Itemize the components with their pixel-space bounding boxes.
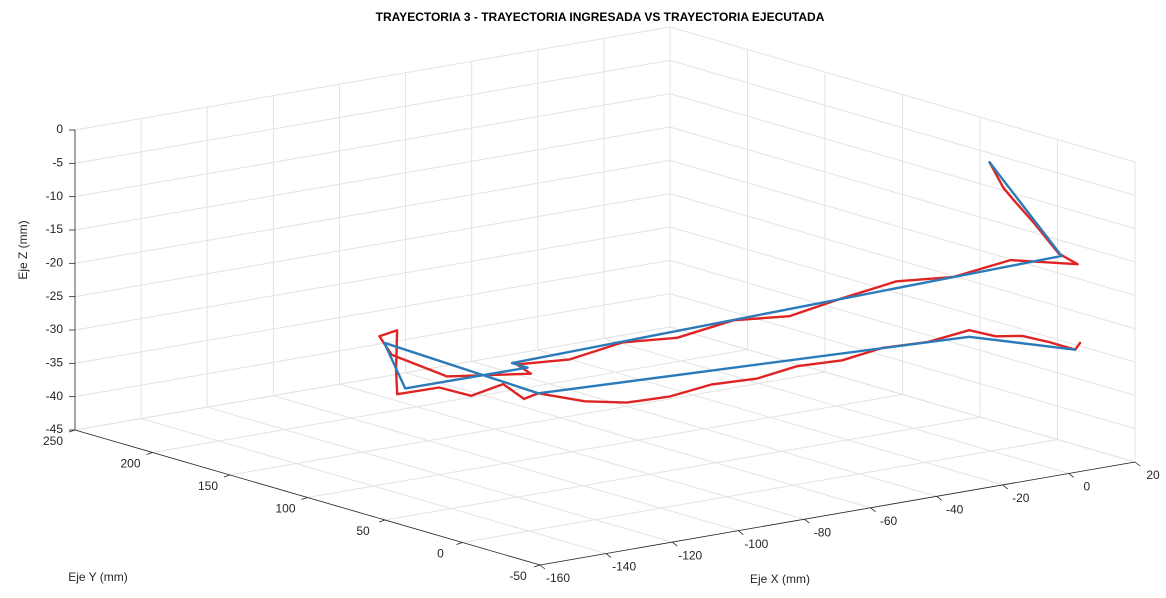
y-tick — [301, 497, 308, 500]
z-tick-label: -25 — [46, 289, 64, 303]
x-tick-label: -40 — [946, 503, 964, 517]
z-tick-label: 0 — [56, 122, 63, 136]
z-tick-label: -20 — [46, 256, 64, 270]
x-axis-label: Eje X (mm) — [750, 572, 810, 586]
x-axis-line — [539, 461, 1136, 566]
y-tick-label: 200 — [120, 457, 140, 471]
x-tick-label: -160 — [546, 571, 570, 585]
x-tick-label: -120 — [678, 548, 702, 562]
x-tick — [1068, 473, 1075, 478]
grid-line — [307, 394, 903, 498]
grid-line — [74, 226, 671, 331]
x-tick — [605, 553, 612, 558]
y-tick-label: -50 — [509, 569, 527, 583]
grid-line — [74, 126, 671, 231]
z-tick-label: -15 — [46, 222, 64, 236]
grid-line — [74, 26, 671, 131]
z-tick-label: -30 — [46, 322, 64, 336]
x-tick — [870, 507, 876, 513]
z-tick-label: -10 — [46, 189, 64, 203]
grid-line — [669, 326, 1136, 463]
grid-line — [74, 326, 671, 431]
x-tick-label: -80 — [814, 525, 832, 539]
z-tick-label: -45 — [46, 422, 64, 436]
x-tick-label: -140 — [612, 560, 636, 574]
y-axis-label: Eje Y (mm) — [68, 570, 128, 584]
grid-line — [669, 59, 1136, 196]
grid-line — [229, 371, 826, 476]
x-tick — [738, 530, 744, 535]
y-tick-label: 150 — [198, 479, 218, 493]
y-tick — [146, 452, 153, 455]
grid-line — [384, 416, 981, 521]
y-tick — [378, 519, 386, 523]
trajectory-line — [383, 161, 1077, 395]
grid-line — [74, 59, 671, 164]
y-tick-label: 100 — [275, 502, 295, 516]
x-tick-label: -60 — [880, 514, 898, 528]
grid-line — [74, 159, 671, 264]
y-tick-label: 0 — [437, 547, 444, 561]
x-tick — [1134, 461, 1141, 467]
grid-line — [74, 93, 671, 198]
grid-line — [669, 26, 1136, 163]
y-tick — [223, 474, 231, 478]
data-layer — [378, 161, 1082, 404]
grid-line — [669, 226, 1136, 363]
grid-line — [462, 439, 1058, 543]
x-tick — [804, 518, 810, 524]
z-tick-label: -40 — [46, 389, 64, 403]
x-tick — [671, 541, 678, 547]
grid-line — [669, 259, 1136, 396]
x-tick-label: 20 — [1146, 468, 1160, 482]
x-tick — [539, 564, 546, 570]
x-tick-label: -20 — [1012, 491, 1030, 505]
label-layer: -160-140-120-100-80-60-40-20020-50050100… — [43, 122, 1160, 585]
grid-line — [669, 159, 1136, 296]
y-tick — [456, 542, 463, 545]
grid-line — [74, 193, 671, 298]
x-tick-label: -100 — [744, 537, 768, 551]
y-tick-label: 50 — [356, 524, 370, 538]
z-tick-label: -35 — [46, 356, 64, 370]
grid-line — [669, 126, 1136, 263]
z-axis-label: Eje Z (mm) — [16, 220, 30, 279]
x-tick — [1002, 484, 1009, 490]
x-tick-label: 0 — [1084, 480, 1091, 494]
chart-title: TRAYECTORIA 3 - TRAYECTORIA INGRESADA VS… — [376, 10, 825, 24]
grid-line — [152, 349, 748, 453]
grid-line — [74, 259, 671, 364]
z-tick-label: -5 — [52, 156, 63, 170]
grid-line — [669, 93, 1136, 230]
y-tick-label: 250 — [43, 434, 63, 448]
grid-line — [669, 193, 1136, 330]
x-tick — [936, 496, 942, 501]
grid-line — [74, 293, 671, 398]
y-tick — [533, 564, 541, 568]
